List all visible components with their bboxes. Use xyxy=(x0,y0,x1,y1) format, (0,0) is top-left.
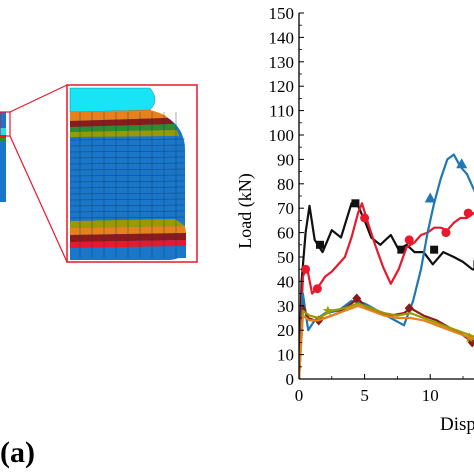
y-tick-label: 40 xyxy=(277,272,294,291)
series-marker xyxy=(404,235,414,245)
x-tick-label: 5 xyxy=(360,386,369,405)
series-marker xyxy=(397,245,406,254)
series-marker xyxy=(351,199,360,208)
series-marker xyxy=(441,228,451,238)
series-1 xyxy=(299,202,474,380)
y-tick-label: 0 xyxy=(286,370,295,389)
mesh-line xyxy=(69,204,186,207)
series-marker xyxy=(352,293,362,304)
y-tick-label: 60 xyxy=(277,224,294,243)
series-3 xyxy=(299,293,474,380)
series-marker xyxy=(467,337,474,348)
series-marker xyxy=(360,213,370,223)
series-marker xyxy=(404,303,414,314)
mesh-line xyxy=(69,162,186,165)
series-marker xyxy=(301,264,311,274)
y-tick-label: 80 xyxy=(277,175,294,194)
mesh-line xyxy=(69,210,186,213)
series-marker xyxy=(312,284,322,294)
fe-model-illustration xyxy=(0,84,198,263)
y-tick-label: 100 xyxy=(269,126,295,145)
mesh-line xyxy=(69,192,186,195)
y-tick-label: 50 xyxy=(277,248,294,267)
y-tick-label: 120 xyxy=(269,77,295,96)
x-tick-label: 0 xyxy=(295,386,304,405)
mesh-line xyxy=(69,138,186,141)
mesh-line xyxy=(69,198,186,201)
series-marker xyxy=(322,305,333,316)
y-axis-label: Load (kN) xyxy=(235,173,256,248)
mesh-line xyxy=(69,168,186,171)
series-line xyxy=(299,304,474,380)
column-model xyxy=(0,111,11,202)
mesh-line xyxy=(69,180,186,183)
y-tick-label: 90 xyxy=(277,150,294,169)
series-line xyxy=(299,202,474,380)
series-line xyxy=(299,202,474,380)
y-tick-label: 10 xyxy=(277,346,294,365)
y-tick-label: 110 xyxy=(269,102,294,121)
mesh-line xyxy=(69,216,186,219)
mesh-line xyxy=(69,156,186,159)
series-5 xyxy=(299,304,474,380)
mesh-line xyxy=(69,186,186,189)
y-tick-label: 20 xyxy=(277,321,294,340)
y-tick-label: 70 xyxy=(277,199,294,218)
panel-label: (a) xyxy=(0,436,35,469)
axes: 0 10 20 30 40 50 60 70 80 90 100 110 120 130 140 150 0 5 1… xyxy=(235,4,474,405)
zoom-line-bottom xyxy=(9,135,68,263)
load-displacement-chart: 0 10 20 30 40 50 60 70 80 90 100 110 120 130 140 150 0 5 1… xyxy=(235,4,474,405)
series-line xyxy=(299,153,474,380)
x-axis-label: Disp xyxy=(440,414,474,435)
series-line xyxy=(299,302,474,380)
y-tick-label: 140 xyxy=(269,28,295,47)
series-2 xyxy=(299,153,474,380)
series-marker xyxy=(430,245,439,254)
series-marker xyxy=(424,192,436,203)
mesh-line xyxy=(69,174,186,177)
series-marker xyxy=(456,158,468,169)
series-0 xyxy=(299,199,474,380)
mesh-line xyxy=(69,144,186,147)
mesh-line xyxy=(69,150,186,153)
series-marker xyxy=(315,240,324,249)
zoom-line-top xyxy=(9,84,68,113)
y-tick-label: 150 xyxy=(269,4,295,23)
zoom-detail xyxy=(66,84,198,263)
series-marker xyxy=(463,208,473,218)
y-tick-label: 130 xyxy=(269,53,295,72)
y-tick-label: 30 xyxy=(277,297,294,316)
x-tick-label: 10 xyxy=(422,386,439,405)
series-layer xyxy=(299,153,474,380)
